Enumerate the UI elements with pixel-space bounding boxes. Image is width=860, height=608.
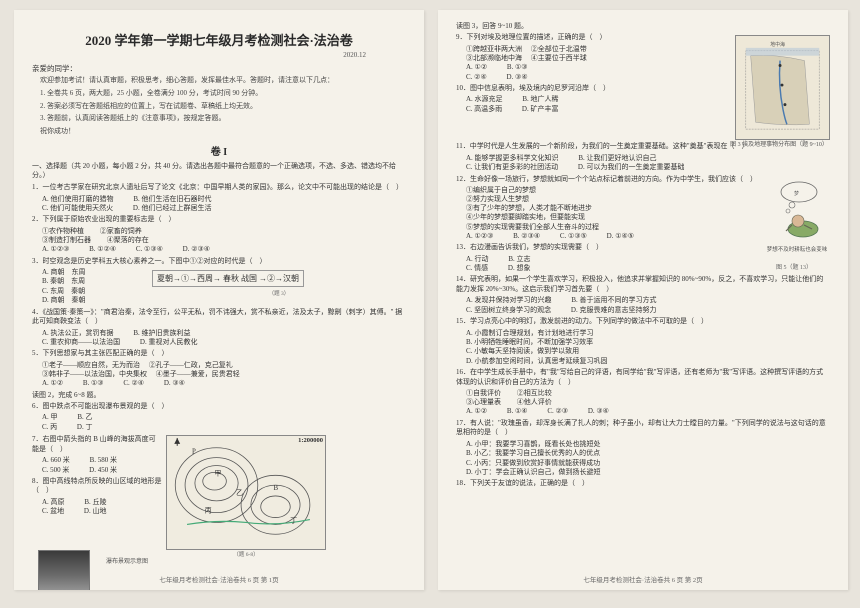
exam-date: 2020.12: [32, 51, 406, 59]
q7-options: A. 660 米 B. 580 米 C. 500 米 D. 450 米: [32, 456, 162, 475]
svg-text:地中海: 地中海: [770, 41, 785, 48]
q1-optC: C. 他们可能使用天然火: [42, 204, 113, 213]
q678-intro: 读图 2，完成 6~8 题。: [32, 391, 406, 400]
q18-stem: 18．下列关于友谊的说法，正确的是（ ）: [456, 479, 830, 488]
map-scale: 1:200000: [298, 437, 323, 444]
exam-page-1: 2020 学年第一学期七年级月考检测社会·法治卷 2020.12 亲爱的同学： …: [14, 10, 424, 590]
q14-stem: 14．研究表明，如果一个学生喜欢学习，积极投入，他追求并掌握知识的 80%~90…: [456, 275, 830, 294]
q15-stem: 15．学习点亮心中的明灯，激发前进的动力。下列同学的做法中不可取的是（ ）: [456, 317, 830, 326]
section-1-instruction: 一、选择题（共 20 小题，每小题 2 分，共 40 分。请选出各题中最符合题意…: [32, 162, 406, 180]
q4-options: A. 执法公正，赏罚有据 B. 维护旧贵族利益 C. 重农抑商——以法治国 D.…: [32, 329, 406, 348]
q7-stem: 7．右图中箭头指的 B 山峰的海拔高度可能是（ ）: [32, 435, 162, 454]
waterfall-image: [38, 550, 90, 590]
q17-stem: 17．有人说："玫瑰虽香，却浑身长满了扎人的刺；种子虽小，却有让大力士瞠目的力量…: [456, 419, 830, 438]
q8-stem: 8．图中高线特点所反映的山区域的地形是（ ）: [32, 477, 162, 496]
nile-map-caption: 图 3 埃及地理事物分布图（题 9~10）: [729, 139, 829, 148]
svg-text:丁: 丁: [290, 517, 297, 525]
q13-options: A. 行动 B. 立志 C. 情感 D. 想象 图 5（题 13）: [456, 255, 830, 274]
intro-line: 1. 全卷共 6 页，两大题，25 小题，全卷满分 100 分，考试时间 90 …: [32, 89, 406, 99]
q6-stem: 6．图中跌点不可能出现瀑布景观的是（ ）: [32, 402, 406, 411]
page-footer-1: 七年级月考检测社会·法治卷共 6 页 第 1页: [14, 574, 424, 584]
map-caption: （题 6-8）: [167, 550, 325, 558]
q2-options: A. ①②③ B. ①②④ C. ①③④ D. ②③④: [32, 245, 406, 254]
waterfall-caption: 瀑布景观示意图: [100, 556, 154, 565]
q16-stem: 16．在中学生成长手册中，有"我"写给自己的评语，有同学给"我"写评语，还有老师…: [456, 368, 830, 387]
q3-timeline-diagram: 夏朝→①→西周→ 春秋 战国 →②→汉朝: [152, 270, 304, 287]
svg-text:甲: 甲: [215, 470, 222, 478]
exam-title: 2020 学年第一学期七年级月考检测社会·法治卷: [32, 30, 406, 49]
q1-stem: 1．一位考古学家在研究北京人遗址后写了论文《北京：中国早期人类的家园》。那么，论…: [32, 183, 406, 192]
q5-options: A. ①② B. ①③ C. ②④ D. ③④: [32, 379, 406, 388]
greeting: 亲爱的同学：: [32, 63, 406, 74]
q3-stem: 3．时空观念是历史学科五大核心素养之一。下图中①②对应的时代是（ ）: [32, 257, 406, 266]
q6-options: A. 甲 B. 乙 C. 丙 D. 丁: [32, 413, 406, 432]
svg-text:梦: 梦: [794, 191, 799, 197]
q14-options: A. 发现并保持对学习的兴趣 B. 善于运用不同的学习方式 C. 坚固树立终身学…: [456, 296, 830, 315]
page2-intro: 读图 3，回答 9~10 题。: [456, 22, 830, 31]
q15-options: A. 小霞制订合理规划，有计划地进行学习 B. 小明牺牲睡眠时间，不断加强学习效…: [456, 329, 830, 367]
q16-options: A. ①② B. ①④ C. ②③ D. ③④: [456, 407, 830, 416]
q678-figure-area: 7．右图中箭头指的 B 山峰的海拔高度可能是（ ） A. 660 米 B. 58…: [32, 435, 406, 590]
q3-options: A. 商朝 东周 B. 秦朝 东周 C. 东周 秦朝 D. 商朝 秦朝: [32, 268, 152, 306]
svg-text:乙: 乙: [236, 489, 243, 497]
svg-text:丙: 丙: [205, 507, 212, 515]
q5-subs: ①老子——顺应自然，无为而治 ②孔子——仁政，克己复礼 ③韩非子——以法治国，中…: [32, 361, 406, 379]
q1-optB: B. 他们生活在旧石器时代: [133, 195, 211, 204]
intro-line: 祝你成功！: [32, 127, 406, 137]
section-1-title: 卷 I: [32, 143, 406, 158]
q1-optA: A. 他们使用打磨的猎物: [42, 195, 114, 204]
page-footer-2: 七年级月考检测社会·法治卷共 6 页 第 2页: [438, 574, 848, 584]
q3-note: （题 3）: [152, 289, 406, 297]
contour-map-figure: 1:200000 P 甲 乙 B 丁 丙: [166, 435, 326, 550]
intro-line: 3. 答题前，认真阅读答题纸上的《注意事项》，按规定答题。: [32, 114, 406, 124]
intro-line: 2. 答案必须写在答题纸相应的位置上，写在试题卷、草稿纸上均无效。: [32, 102, 406, 112]
q11-options: A. 能够学握更多科学文化知识 B. 让我们更好地认识自己 C. 让我们有更多彩…: [456, 154, 830, 173]
nile-map-figure: 地中海 图 3 埃及地理事物分布图（题 9~10）: [735, 35, 830, 140]
q17-options: A. 小甲：我要学习喜鹊，既看长处也挑短处 B. 小乙：我要学习自己擅长优秀的人…: [456, 440, 830, 478]
exam-page-2: 读图 3，回答 9~10 题。 地中海 图 3 埃及地理事物分布图（题 9~10…: [438, 10, 848, 590]
q5-stem: 5．下列思想家与其主张匹配正确的是（ ）: [32, 349, 406, 358]
intro-line: 欢迎参加考试！请认真审题，积极思考，细心答题，发挥最佳水平。答题时，请注意以下几…: [32, 76, 406, 86]
q4-stem: 4．《战国策·秦策一》："商君治秦，法令至行，公平无私，罚不讳强大，赏不私亲近，…: [32, 308, 406, 327]
q1-optD: D. 他们已经过上群居生活: [133, 204, 212, 213]
q16-subs: ①自我评价 ②相互比较 ③心理量表 ④他人评价: [456, 389, 830, 407]
dream-cartoon: 梦 梦想不及时耕耘也会变味: [768, 177, 830, 245]
q8-options: A. 高原 B. 丘陵 C. 盆地 D. 山地: [32, 498, 162, 517]
dream-caption: 梦想不及时耕耘也会变味: [762, 245, 832, 253]
q2-stem: 2．下列属于原始农业出现的重要标志是（ ）: [32, 215, 406, 224]
q2-subs: ①农作物种植 ②家畜的饲养 ③制造打制石器 ④聚落的存在: [32, 227, 406, 245]
q1-options: A. 他们使用打磨的猎物 B. 他们生活在旧石器时代 C. 他们可能使用天然火 …: [32, 195, 406, 214]
svg-text:B: B: [274, 485, 279, 492]
svg-text:P: P: [192, 449, 196, 456]
